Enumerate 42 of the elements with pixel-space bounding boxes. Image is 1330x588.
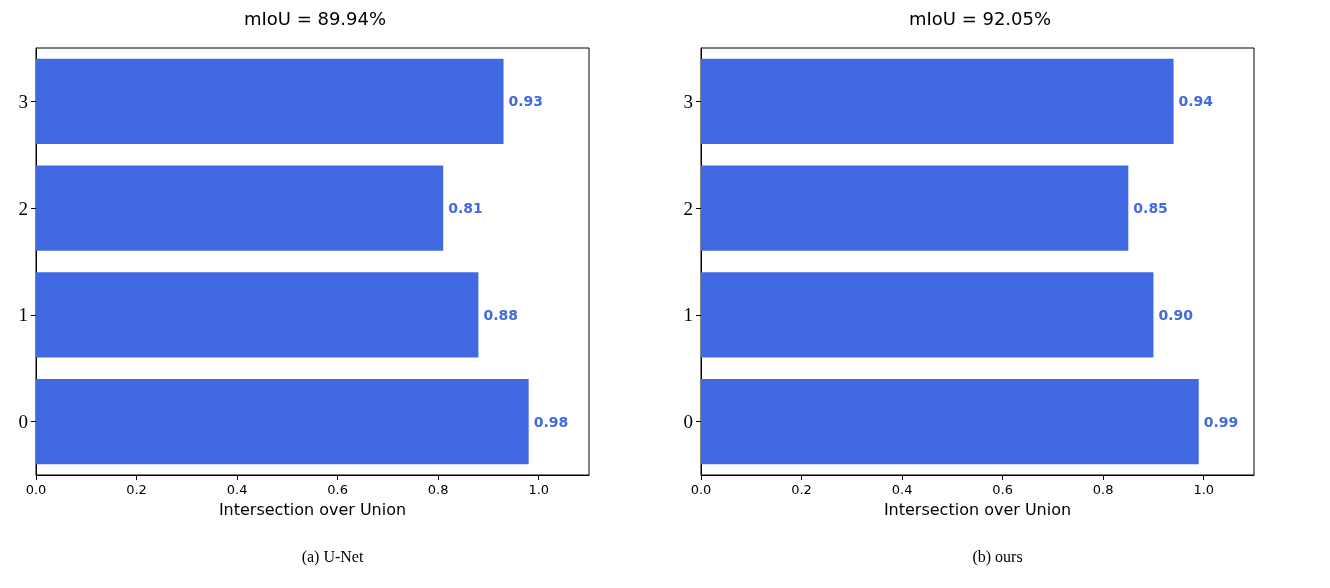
bar <box>701 165 1129 251</box>
data-label: 0.81 <box>448 200 483 217</box>
x-tick-label: 0.0 <box>690 482 712 497</box>
x-axis-title: Intersection over Union <box>218 499 407 519</box>
x-tick-label: 0.2 <box>791 482 812 497</box>
data-label: 0.93 <box>508 93 544 110</box>
y-tick-label: 3 <box>18 90 28 112</box>
bar <box>701 58 1174 145</box>
bar <box>36 58 504 145</box>
x-tick-label: 0.6 <box>327 482 348 497</box>
x-tick-label: 1.0 <box>528 482 550 497</box>
x-tick-label: 0.8 <box>1092 482 1114 497</box>
y-tick-label: 1 <box>683 304 693 326</box>
x-tick-label: 0.4 <box>226 482 248 497</box>
bar <box>701 378 1199 465</box>
data-label: 0.85 <box>1133 200 1168 217</box>
x-tick-label: 0.4 <box>891 482 913 497</box>
y-tick-label: 3 <box>683 90 693 112</box>
x-tick-label: 0.8 <box>427 482 449 497</box>
data-label: 0.98 <box>533 413 569 430</box>
chart-title: mIoU = 89.94% <box>243 7 387 29</box>
bar <box>701 272 1154 358</box>
x-tick-label: 0.0 <box>25 482 47 497</box>
y-tick-label: 2 <box>18 197 28 219</box>
x-tick-label: 0.2 <box>126 482 147 497</box>
chart-title: mIoU = 92.05% <box>908 7 1052 29</box>
text: (a) U-Net <box>301 547 364 566</box>
y-tick-label: 0 <box>683 411 693 433</box>
text: (b) ours <box>972 547 1023 566</box>
x-axis-title: Intersection over Union <box>883 499 1072 519</box>
y-tick-label: 2 <box>683 197 693 219</box>
data-label: 0.90 <box>1158 306 1194 323</box>
x-tick-label: 0.6 <box>992 482 1013 497</box>
data-label: 0.94 <box>1178 93 1214 110</box>
bar <box>36 272 479 358</box>
x-tick-label: 1.0 <box>1193 482 1215 497</box>
bar <box>36 165 444 251</box>
bar <box>36 378 529 465</box>
y-tick-label: 0 <box>18 411 28 433</box>
y-tick-label: 1 <box>18 304 28 326</box>
data-label: 0.99 <box>1203 413 1239 430</box>
data-label: 0.88 <box>483 306 518 323</box>
